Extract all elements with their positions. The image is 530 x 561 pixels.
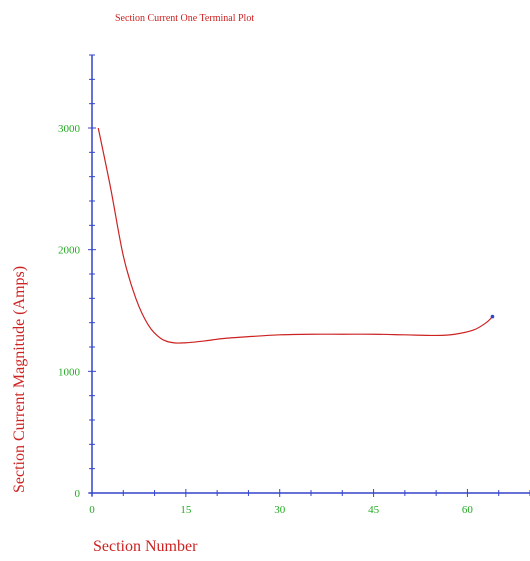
x-tick-label: 0 xyxy=(89,504,95,516)
y-tick-label: 1000 xyxy=(58,366,81,378)
x-tick-label: 15 xyxy=(180,504,192,516)
axes xyxy=(89,55,530,496)
y-tick-label: 0 xyxy=(75,488,81,500)
y-axis-title: Section Current Magnitude (Amps) xyxy=(11,266,28,493)
x-tick-label: 60 xyxy=(462,504,474,516)
x-tick-label: 30 xyxy=(274,504,286,516)
chart-title: Section Current One Terminal Plot xyxy=(115,13,254,24)
x-tick-label: 45 xyxy=(368,504,380,516)
y-tick-label: 3000 xyxy=(58,123,81,135)
series-layer xyxy=(97,127,495,344)
series-line xyxy=(97,127,493,344)
ticks: 0 1000 2000 3000 0 15 30 45 60 xyxy=(58,54,530,516)
y-tick-label: 2000 xyxy=(58,245,81,257)
x-axis-title: Section Number xyxy=(93,538,198,555)
series-end-point xyxy=(490,314,495,319)
